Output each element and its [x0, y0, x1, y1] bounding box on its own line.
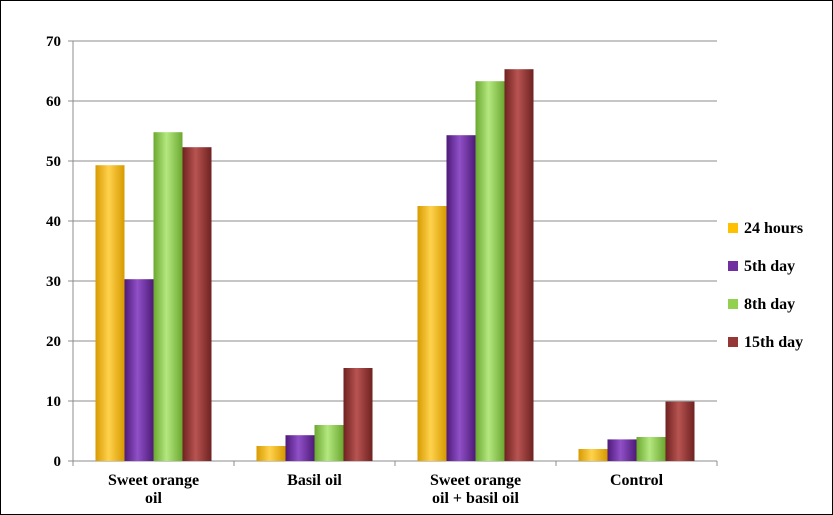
- y-tick-label: 40: [46, 214, 61, 230]
- legend-label: 24 hours: [744, 220, 803, 237]
- bar-24-hours-2: [417, 206, 447, 461]
- bar-15th-day-2: [504, 69, 534, 461]
- legend-swatch: [728, 223, 738, 233]
- legend-label: 5th day: [744, 258, 795, 275]
- bar-24-hours-1: [256, 446, 286, 461]
- bar-24-hours-0: [95, 165, 125, 461]
- bars: [95, 69, 695, 461]
- y-tick-label: 20: [46, 334, 61, 350]
- bar-24-hours-3: [578, 449, 608, 461]
- bar-5th-day-0: [124, 279, 154, 461]
- y-tick-labels: 0 10 20 30 40 50 60 70: [46, 34, 61, 470]
- bar-5th-day-2: [446, 135, 476, 461]
- bar-5th-day-1: [285, 435, 315, 461]
- legend-swatch: [728, 337, 738, 347]
- bar-15th-day-1: [343, 368, 373, 461]
- y-tick-label: 70: [46, 34, 61, 50]
- x-category-label: Control: [610, 472, 664, 489]
- x-category-label: oil + basil oil: [432, 490, 519, 507]
- bar-8th-day-0: [153, 132, 183, 461]
- bar-15th-day-3: [665, 401, 695, 461]
- legend-swatch: [728, 261, 738, 271]
- bar-5th-day-3: [607, 439, 637, 461]
- x-category-label: Sweet orange: [430, 472, 521, 489]
- bar-8th-day-3: [636, 437, 666, 461]
- x-category-label: Sweet orange: [108, 472, 199, 489]
- y-tick-label: 0: [54, 454, 62, 470]
- legend-swatch: [728, 299, 738, 309]
- bar-8th-day-1: [314, 425, 344, 461]
- bar-15th-day-0: [182, 147, 212, 461]
- legend-label: 8th day: [744, 296, 795, 313]
- legend: 24 hours 5th day 8th day 15th day: [728, 220, 803, 351]
- y-tick-label: 50: [46, 154, 61, 170]
- y-tick-label: 30: [46, 274, 61, 290]
- legend-label: 15th day: [744, 334, 803, 351]
- y-tick-label: 10: [46, 394, 61, 410]
- x-category-label: Basil oil: [287, 472, 342, 489]
- x-category-label: oil: [145, 490, 162, 507]
- y-tick-label: 60: [46, 94, 61, 110]
- bar-8th-day-2: [475, 81, 505, 461]
